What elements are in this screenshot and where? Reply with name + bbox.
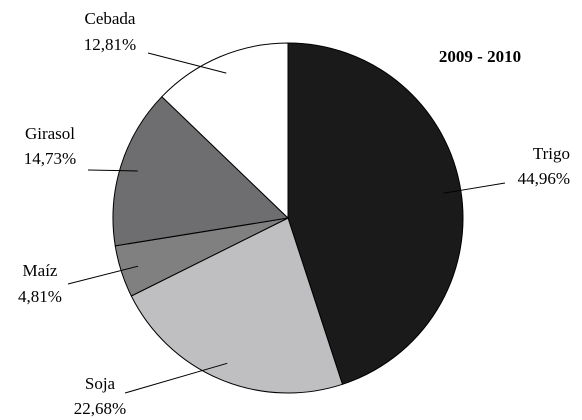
chart-title: 2009 - 2010: [439, 47, 521, 66]
leader-line: [147, 52, 227, 74]
pie-slice: [130, 217, 344, 394]
slice-label: Maíz: [23, 261, 58, 280]
slice-label: Girasol: [25, 124, 75, 143]
slice-label: Soja: [85, 374, 116, 393]
leader-line: [443, 182, 506, 194]
pie-slice: [161, 42, 289, 220]
value-label: 4,81%: [18, 287, 62, 306]
leader-line: [67, 265, 139, 285]
slice-label: Trigo: [533, 144, 570, 163]
value-label: 22,68%: [74, 399, 126, 418]
leader-line: [87, 169, 138, 172]
value-label: 14,73%: [24, 149, 76, 168]
slice-label: Cebada: [85, 9, 136, 28]
value-label: 44,96%: [518, 169, 570, 188]
leader-line: [124, 362, 228, 394]
value-label: 12,81%: [84, 35, 136, 54]
pie-slice: [112, 95, 290, 247]
